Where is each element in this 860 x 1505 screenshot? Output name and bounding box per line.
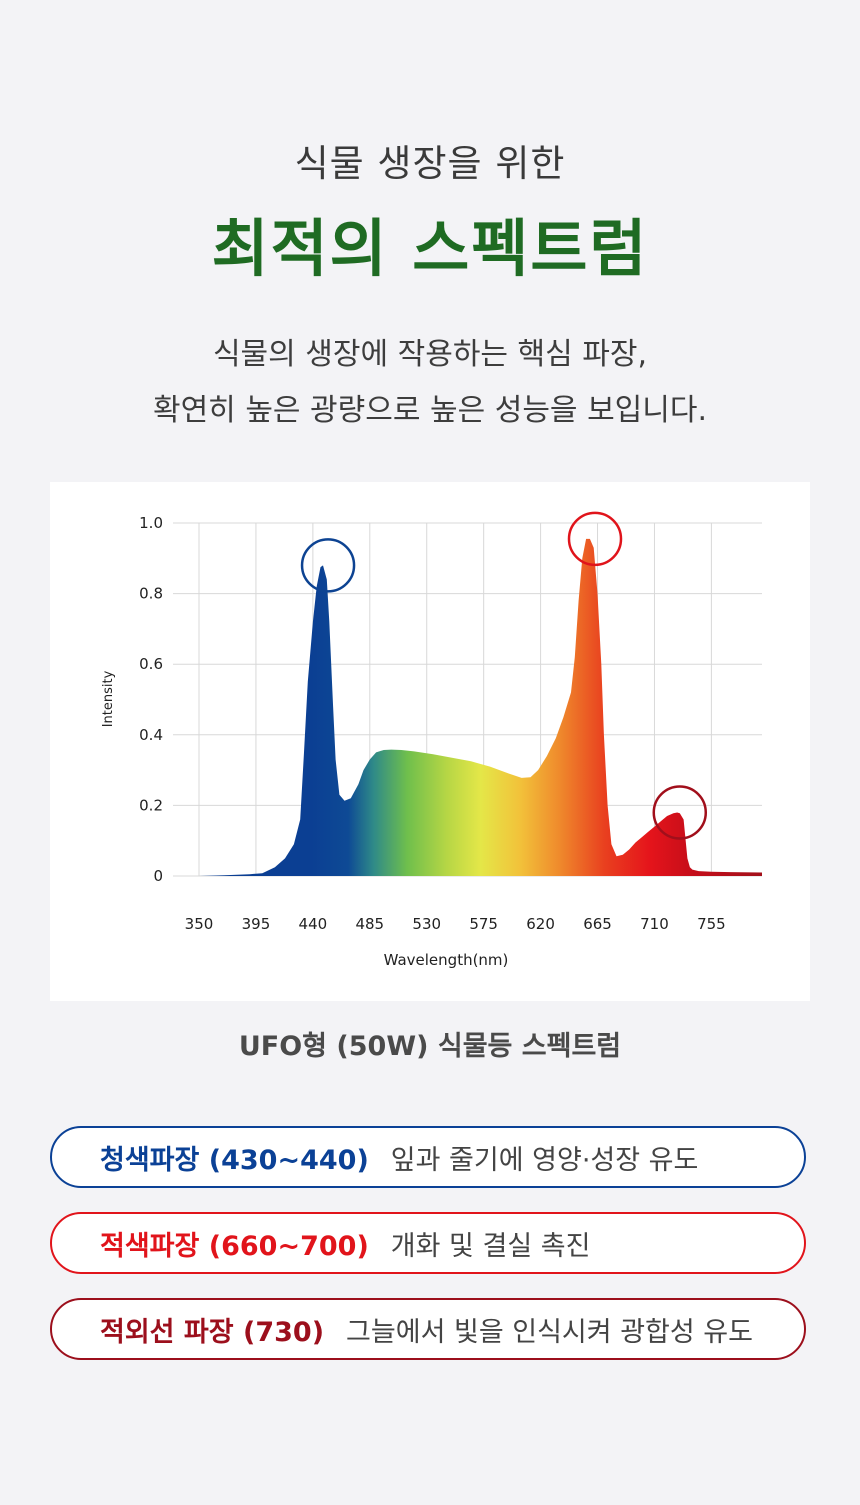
x-tick-label: 485 bbox=[355, 915, 384, 933]
band-red: 적색파장 (660~700) 개화 및 결실 촉진 bbox=[50, 1212, 806, 1274]
band-red-value: 개화 및 결실 촉진 bbox=[390, 1230, 591, 1262]
peak-highlight-circle bbox=[567, 511, 623, 567]
x-tick-label: 755 bbox=[697, 915, 726, 933]
y-tick-label: 0.4 bbox=[139, 726, 163, 744]
x-tick-label: 710 bbox=[640, 915, 669, 933]
y-tick-label: 0.2 bbox=[139, 796, 163, 814]
x-tick-label: 350 bbox=[185, 915, 214, 933]
heading-title: 최적의 스펙트럼 bbox=[211, 212, 649, 285]
x-tick-label: 440 bbox=[299, 915, 328, 933]
y-tick-label: 0 bbox=[153, 867, 163, 885]
x-tick-label: 665 bbox=[583, 915, 612, 933]
x-tick-label: 575 bbox=[469, 915, 498, 933]
band-red-key: 적색파장 (660~700) bbox=[100, 1230, 369, 1262]
chart-caption: UFO형 (50W) 식물등 스펙트럼 bbox=[238, 1031, 622, 1062]
band-far-red-value: 그늘에서 빛을 인식시켜 광합성 유도 bbox=[346, 1316, 753, 1348]
spectrum-area bbox=[199, 538, 762, 876]
x-axis-label: Wavelength(nm) bbox=[384, 951, 509, 969]
peak-highlight-circle bbox=[652, 785, 708, 840]
x-tick-label: 395 bbox=[242, 915, 271, 933]
y-tick-label: 0.8 bbox=[139, 585, 163, 603]
y-tick-label: 1.0 bbox=[139, 514, 163, 532]
description-line-2: 확연히 높은 광량으로 높은 성능을 보입니다. bbox=[152, 393, 708, 428]
band-blue-key: 청색파장 (430~440) bbox=[100, 1144, 369, 1176]
band-far-red: 적외선 파장 (730) 그늘에서 빛을 인식시켜 광합성 유도 bbox=[50, 1298, 806, 1360]
spectrum-chart: 350 395 440 485 530 575 620 665 710 755 0 0.2 0.4 0.6… bbox=[101, 511, 762, 969]
band-blue: 청색파장 (430~440) 잎과 줄기에 영양·성장 유도 bbox=[50, 1126, 806, 1188]
spectrum-chart-panel: 350 395 440 485 530 575 620 665 710 755 0 0.2 0.4 0.6… bbox=[50, 482, 810, 1001]
x-tick-label: 530 bbox=[412, 915, 441, 933]
description-line-1: 식물의 생장에 작용하는 핵심 파장, bbox=[212, 337, 648, 372]
band-blue-value: 잎과 줄기에 영양·성장 유도 bbox=[390, 1144, 699, 1176]
y-tick-label: 0.6 bbox=[139, 655, 163, 673]
heading-subtitle: 식물 생장을 위한 bbox=[294, 142, 566, 185]
y-axis-label: Intensity bbox=[101, 670, 116, 727]
band-far-red-key: 적외선 파장 (730) bbox=[100, 1316, 325, 1348]
peak-highlight-circle bbox=[300, 538, 356, 593]
x-tick-label: 620 bbox=[526, 915, 555, 933]
